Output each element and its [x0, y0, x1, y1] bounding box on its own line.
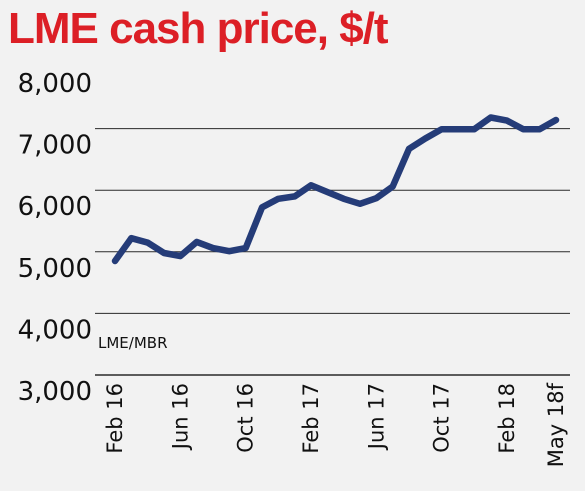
data-point [162, 251, 166, 256]
data-point [276, 196, 281, 201]
data-point [129, 236, 134, 241]
data-point [309, 183, 313, 188]
data-point [227, 249, 232, 254]
data-point [341, 196, 346, 201]
chart-title: LME cash price, $/t [8, 4, 389, 53]
y-tick-label: 7,000 [18, 131, 92, 161]
data-point [211, 246, 215, 251]
x-tick-label: Jun 17 [364, 383, 388, 451]
y-tick-label: 6,000 [18, 192, 92, 222]
data-point [243, 246, 248, 251]
data-point [439, 127, 444, 132]
data-point [554, 117, 558, 122]
data-point [260, 205, 264, 210]
price-series-line [111, 114, 560, 265]
x-tick-label: Oct 17 [430, 383, 454, 453]
y-tick-label: 5,000 [18, 254, 92, 284]
data-point [488, 115, 493, 120]
x-tick-label: Jun 16 [168, 383, 192, 451]
source-label: LME/MBR [98, 334, 168, 352]
data-point [113, 259, 117, 264]
data-point [390, 184, 395, 189]
data-point [194, 239, 199, 244]
data-point [456, 127, 460, 132]
data-point [537, 127, 542, 132]
y-axis-ticks: 8,000 7,000 6,000 5,000 4,000 3,000 [18, 69, 92, 407]
data-point [358, 201, 362, 206]
data-point [292, 194, 297, 199]
x-tick-label: Feb 16 [103, 383, 127, 454]
x-tick-label: Feb 18 [495, 383, 519, 454]
data-point [505, 118, 509, 123]
data-point [521, 127, 526, 132]
x-tick-label: Oct 16 [234, 383, 258, 453]
series-layer [111, 114, 560, 265]
data-point [145, 240, 150, 245]
y-tick-label: 4,000 [18, 315, 92, 345]
x-tick-label: Feb 17 [299, 383, 323, 454]
data-point [374, 196, 379, 201]
data-point [423, 136, 428, 141]
data-point [325, 190, 330, 195]
data-point [407, 146, 411, 151]
x-axis-ticks: Feb 16 Jun 16 Oct 16 Feb 17 Jun 17 Oct 17 Feb … [103, 382, 568, 467]
data-point [472, 127, 477, 132]
data-point [178, 254, 183, 259]
x-tick-label: May 18f [544, 382, 568, 467]
y-tick-label: 8,000 [18, 69, 92, 99]
y-tick-label: 3,000 [18, 377, 92, 407]
